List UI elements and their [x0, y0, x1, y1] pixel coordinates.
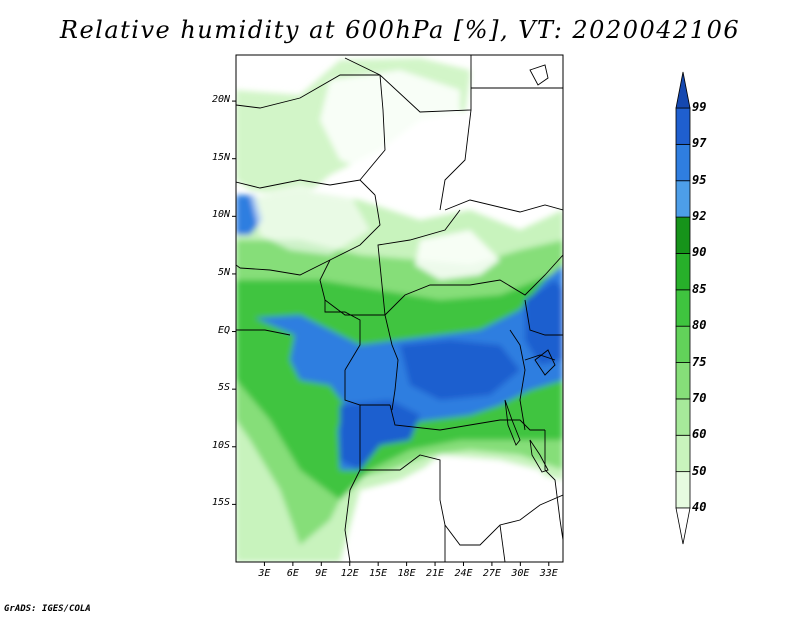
colorbar-level-label: 99 [692, 100, 707, 114]
colorbar-level-label: 40 [692, 500, 707, 514]
rh-zone-dry [320, 70, 460, 175]
lon-tick-label: 33E [539, 568, 558, 579]
rh-zone-saturated [400, 340, 520, 400]
lat-tick-label: 10S [211, 439, 230, 451]
humidity-field [236, 58, 563, 562]
lat-tick-label: 15S [211, 497, 230, 509]
chart-title: Relative humidity at 600hPa [%], VT: 202… [59, 16, 741, 44]
lon-tick-label: 6E [286, 568, 299, 579]
lon-tick-label: 18E [397, 568, 416, 579]
colorbar-level-label: 95 [692, 172, 707, 187]
rh-zone-saturated [525, 280, 563, 365]
lat-tick-label: 10N [211, 209, 230, 221]
country-borders [236, 55, 563, 562]
colorbar-level-label: 97 [692, 136, 707, 151]
colorbar-level-label: 80 [692, 318, 707, 333]
lon-tick-label: 3E [258, 568, 271, 579]
colorbar-segment [675, 362, 691, 400]
colorbar-level-label: 60 [692, 427, 707, 442]
rh-zone-dry [460, 80, 563, 215]
lat-tick-label: 5S [217, 382, 230, 394]
lat-tick-label: 15N [211, 151, 230, 163]
colorbar-segment [675, 143, 691, 182]
colorbar-level-label: 70 [692, 390, 707, 405]
colorbar-level-label: 90 [692, 245, 707, 260]
lon-tick-label: 30E [511, 568, 530, 579]
colorbar-segment [675, 471, 691, 509]
grads-credit: GrADS: IGES/COLA [4, 604, 91, 614]
rh-zone-dry [360, 455, 563, 562]
lon-tick-label: 9E [315, 568, 328, 579]
lat-tick-label: EQ [217, 324, 230, 336]
colorbar-bottom-arrow [675, 507, 691, 545]
colorbar-level-label: 50 [692, 463, 707, 478]
colorbar-top-arrow [675, 71, 691, 109]
colorbar-level-label: 85 [692, 281, 707, 296]
colorbar-level-label: 92 [692, 209, 707, 224]
colorbar-segment [675, 289, 691, 327]
colorbar-segment [675, 107, 691, 145]
rh-zone-dry [415, 230, 500, 280]
lon-tick-label: 27E [482, 568, 501, 579]
lat-tick-label: 20N [211, 94, 230, 106]
colorbar-segment [675, 434, 691, 473]
lon-tick-label: 24E [454, 568, 473, 579]
lat-tick-label: 5N [217, 266, 230, 278]
axis-ticks [232, 100, 550, 566]
colorbar-segment [675, 180, 691, 218]
lon-tick-label: 15E [369, 568, 388, 579]
colorbar-segment [675, 216, 691, 254]
colorbar-segment [675, 398, 691, 436]
lon-tick-label: 12E [340, 568, 359, 579]
colorbar-segment [675, 253, 691, 291]
rh-zone-dry [250, 185, 370, 255]
plot-frame [235, 54, 564, 563]
colorbar [675, 71, 691, 545]
colorbar-level-label: 75 [692, 354, 707, 369]
colorbar-segment [675, 325, 691, 363]
lon-tick-label: 21E [426, 568, 445, 579]
